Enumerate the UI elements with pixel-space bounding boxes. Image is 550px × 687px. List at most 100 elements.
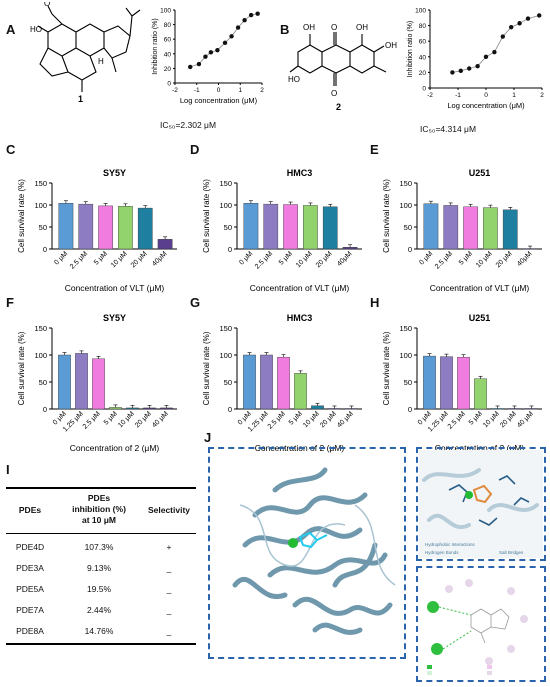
y-tick-label: 100 [34,351,47,360]
x-tick-label: 1 [512,92,516,99]
data-point [208,50,214,55]
x-tick-label: 40μM [336,250,354,268]
th-inhibition-line3: at 10 μM [81,515,117,525]
th-selectivity: Selectivity [147,505,191,515]
data-point [248,12,254,18]
bar [243,354,256,410]
y-tick-label: 150 [399,324,412,333]
cell-pde: PDE3A [16,563,44,573]
x-axis-label: Concentration of VLT (μM) [430,283,530,293]
y-tick-label: 60 [419,39,427,46]
protein-overview-box [208,447,406,659]
chart-title: HMC3 [287,168,313,178]
cell-inhibition: 19.5% [86,584,112,594]
bar [78,203,94,250]
x-tick-label: 20 μM [495,250,514,269]
x-tick-label: 2 [540,92,544,99]
bar [522,248,538,250]
bar [98,205,113,250]
x-tick-label: 2.5 μM [254,250,274,270]
y-axis-label: Cell survival rate (%) [202,179,211,253]
y-axis-label: Cell survival rate (%) [17,179,26,253]
x-tick-label: 20 μM [130,250,149,269]
panel-label-A: A [6,22,16,37]
cell-inhibition: 9.13% [86,563,112,573]
legend-hbonds: Hydrogen Bonds [425,550,459,555]
x-tick-label: 2.5 μM [69,250,89,270]
y-axis-label: Cell survival rate (%) [202,331,211,405]
chart-title: SY5Y [103,168,126,178]
bar [137,207,153,250]
panel-label-E: E [370,142,379,157]
bar [483,207,498,250]
y-axis-label: Inhibition ratio (%) [152,18,159,74]
x-tick-label: 20 μM [499,410,518,429]
x-axis-label: Concentration of VLT (μM) [250,283,350,293]
data-point [196,61,202,67]
y-axis-label: Cell survival rate (%) [382,331,391,405]
chart-title: SY5Y [103,313,126,323]
bar [345,408,358,410]
data-point [509,24,514,30]
th-pdes: PDEs [18,505,42,515]
panel-label-J: J [204,430,212,445]
bar [443,205,459,250]
panel-label-H: H [370,295,380,310]
x-tick-label: 0 [217,87,221,94]
bar [126,407,139,410]
y-tick-label: 80 [164,22,172,29]
panel-label-F: F [6,295,14,310]
fit-curve [190,13,258,68]
structure-compound-1: HO O H 1 [30,2,141,104]
cell-inhibition: 107.3% [84,542,114,552]
x-tick-label: -2 [172,87,178,94]
data-point [203,54,208,59]
data-point [517,21,522,26]
svg-text:OH: OH [385,41,397,50]
bar [109,407,122,410]
panel-label-D: D [190,142,200,157]
chart-G: HMC3 0 50 100 150 Cell survival rate (%) 0 μM 1… [185,310,370,455]
x-tick-label: 40 μM [516,410,535,429]
bar [311,405,324,410]
y-tick-label: 0 [422,86,426,93]
y-axis-label: Inhibition ratio (%) [407,21,414,77]
x-tick-label: 40 μM [151,410,170,429]
cell-pde: PDE4D [15,542,45,552]
bar [502,209,518,250]
y-tick-label: 100 [219,201,232,210]
data-point [458,68,463,74]
y-tick-label: 0 [167,81,171,88]
bar [75,353,88,410]
bar [260,354,273,410]
chart-D: HMC3 0 50 100 150 Cell survival rate (%) 0 μM 2… [185,165,370,295]
y-tick-label: 40 [164,51,172,58]
x-tick-label: 10 μM [482,410,501,429]
compound-1-number: 1 [78,94,83,104]
y-tick-label: 50 [224,223,232,232]
panel-label-G: G [190,295,201,310]
x-tick-label: 20 μM [319,410,338,429]
panel-label-I: I [6,462,10,477]
bar [243,203,259,250]
y-tick-label: 50 [39,223,47,232]
data-point [255,11,260,16]
data-point [467,66,472,71]
data-point [483,54,489,59]
table-top-rule [6,487,196,489]
y-tick-label: 150 [219,179,232,188]
chart-F: SY5Y 0 50 100 150 Cell survival rate (%) 0 μM 1… [0,310,185,455]
binding-site-3d-image: Hydrophobic Interactions Hydrogen Bonds … [419,450,543,558]
chart-E: U251 0 50 100 150 Cell survival rate (%) 0 μM 2… [365,165,550,295]
svg-text:OH: OH [303,23,315,32]
chart-H: U251 0 50 100 150 Cell survival rate (%) 0 μM 1… [365,310,550,455]
bar [92,358,105,410]
bar [457,356,470,410]
data-point [242,18,247,23]
y-tick-label: 50 [224,378,232,387]
x-tick-label: 5 μM [93,250,109,266]
table-header-rule [6,533,196,534]
svg-text:H: H [98,57,104,66]
